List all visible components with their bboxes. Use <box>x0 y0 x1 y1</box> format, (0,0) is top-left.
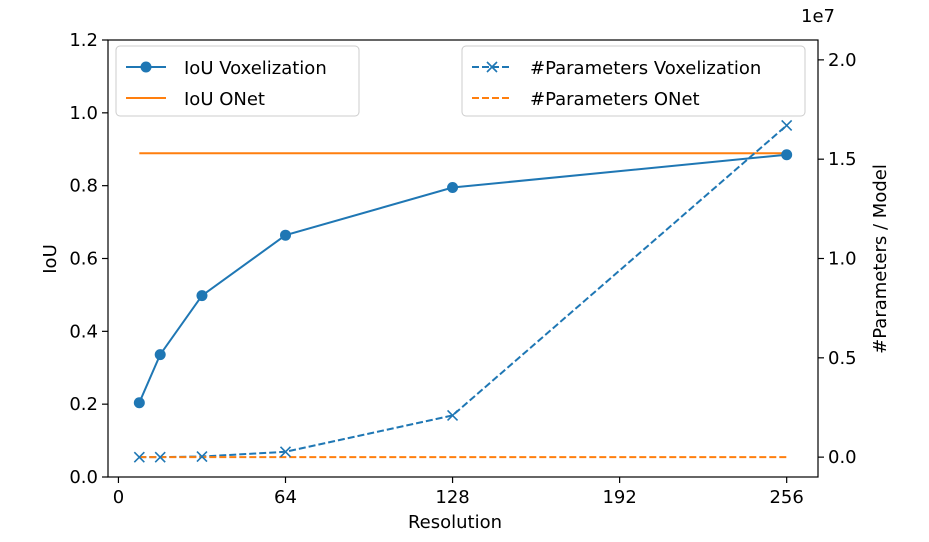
legend-left: IoU Voxelization IoU ONet <box>115 45 360 117</box>
y-left-tick-label: 1.0 <box>69 103 98 124</box>
y-right-tick-label: 0.0 <box>828 447 857 468</box>
series-iou-voxelization-line <box>138 153 787 404</box>
legend-left-frame <box>115 45 360 117</box>
x-axis: 0 64 128 192 256 <box>113 477 804 508</box>
series-params-voxelization-point <box>133 451 145 463</box>
series-params-voxelization-point <box>781 119 793 131</box>
y-axis-right-label: #Parameters / Model <box>870 164 891 354</box>
series-iou-voxelization-point <box>196 290 208 302</box>
legend-right: #Parameters Voxelization #Parameters ONe… <box>461 45 806 117</box>
series-params-voxelization-point <box>154 451 166 463</box>
y-right-tick-label: 2.0 <box>828 50 857 71</box>
series-params-voxelization-point <box>196 450 208 463</box>
y-right-tick-label: 0.5 <box>828 348 857 369</box>
series-params-voxelization-point <box>279 446 292 458</box>
legend-marker-params-voxelization <box>486 61 498 73</box>
plot-lines <box>138 124 788 459</box>
right-axis-multiplier: 1e7 <box>801 6 835 27</box>
y-left-tick-label: 1.2 <box>69 30 98 51</box>
y-axis-left-label: IoU <box>40 244 61 274</box>
y-axis-left: 0.0 0.2 0.4 0.6 0.8 1.0 1.2 <box>69 30 108 488</box>
y-right-tick-label: 1.0 <box>828 249 857 270</box>
y-left-tick-label: 0.4 <box>69 321 98 342</box>
series-params-voxelization-line <box>139 124 788 459</box>
x-tick-label: 256 <box>769 487 803 508</box>
legend-label-params-voxelization: #Parameters Voxelization <box>530 58 761 79</box>
legend-label-iou-onet: IoU ONet <box>184 89 265 110</box>
series-params-voxelization-point <box>446 409 459 421</box>
y-left-tick-label: 0.8 <box>69 176 98 197</box>
series-iou-voxelization-point <box>280 229 291 241</box>
series-iou-voxelization-point <box>781 149 793 161</box>
y-left-tick-label: 0.2 <box>69 394 98 415</box>
plot-markers <box>133 119 793 463</box>
y-left-tick-label: 0.0 <box>69 467 98 488</box>
x-tick-label: 0 <box>113 487 124 508</box>
x-tick-label: 192 <box>602 487 636 508</box>
y-left-tick-label: 0.6 <box>69 249 98 270</box>
legend-marker-iou-voxelization <box>140 61 152 73</box>
series-iou-voxelization-point <box>133 397 145 409</box>
legend-label-iou-voxelization: IoU Voxelization <box>184 58 327 79</box>
x-axis-label: Resolution <box>408 512 502 533</box>
x-tick-label: 64 <box>274 487 297 508</box>
y-right-tick-label: 1.5 <box>828 149 857 170</box>
y-axis-right: 0.0 0.5 1.0 1.5 2.0 <box>818 50 857 468</box>
series-iou-voxelization-point <box>154 349 166 361</box>
series-iou-voxelization-point <box>447 181 459 193</box>
legend-label-params-onet: #Parameters ONet <box>530 89 700 110</box>
x-tick-label: 128 <box>435 487 469 508</box>
legend-right-frame <box>461 45 806 117</box>
